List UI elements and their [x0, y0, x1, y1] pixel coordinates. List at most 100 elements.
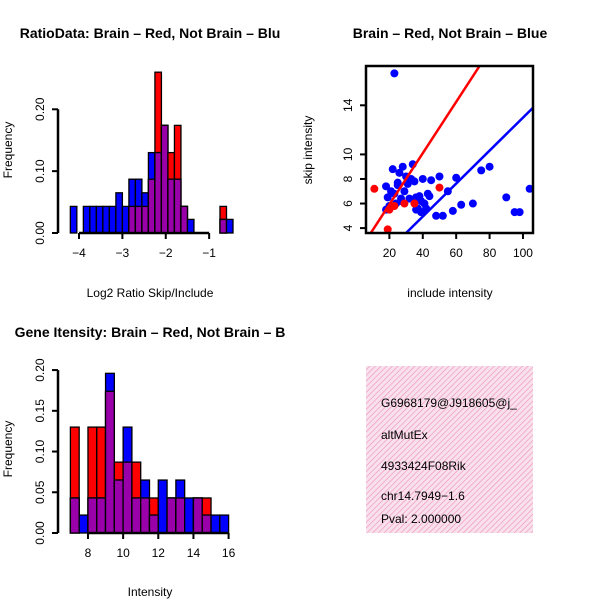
intensity-histogram-xlabel: Intensity — [128, 585, 173, 599]
ratio-histogram-axes: −4 −3 −2 −1 0.00 0.10 0.20 — [33, 97, 216, 260]
intensity-histogram-bar-overlap — [140, 497, 151, 534]
scatter-point-not-brain — [477, 166, 486, 175]
scatter-ylabel: skip intensity — [301, 116, 315, 185]
intensity-histogram-bar-overlap — [96, 497, 107, 534]
ratio-histogram-bar-not-brain — [82, 205, 91, 234]
ratio-histogram-x-tick-label: −4 — [72, 246, 86, 260]
scatter-y-tick-label: 6 — [341, 200, 355, 207]
ratio-histogram-bar-not-brain — [102, 205, 111, 234]
info-panel: G6968179@J918605@j_ altMutEx 4933424F08R… — [366, 366, 533, 533]
scatter-point-brain — [435, 183, 444, 192]
ratio-histogram-xlabel: Log2 Ratio Skip/Include — [87, 286, 214, 300]
intensity-histogram-bar-overlap — [166, 497, 177, 534]
ratio-histogram-bar-not-brain — [225, 218, 234, 234]
scatter-panel: Brain – Red, Not Brain – Blue 20 40 60 80 10… — [301, 25, 547, 300]
intensity-histogram-y-tick-label: 0.15 — [33, 399, 47, 423]
intensity-histogram-bar-overlap — [192, 497, 203, 534]
scatter-point-not-brain — [398, 162, 407, 171]
scatter-point-not-brain — [388, 165, 397, 174]
intensity-histogram-bar-overlap — [87, 497, 98, 534]
intensity-histogram-bar-not-brain — [157, 479, 168, 534]
scatter-point-not-brain — [418, 174, 427, 183]
intensity-histogram-axes: 8 10 12 14 16 0.00 0.05 0.10 0.15 0.20 — [33, 358, 236, 560]
scatter-axes: 20 40 60 80 100 4 6 8 10 14 — [341, 64, 535, 260]
scatter-frame — [364, 64, 535, 235]
scatter-point-not-brain — [452, 173, 461, 182]
scatter-point-not-brain — [438, 211, 447, 220]
scatter-point-not-brain — [400, 187, 409, 196]
ratio-histogram-bar-overlap — [160, 124, 169, 234]
info-box-hatching — [366, 366, 533, 533]
scatter-y-tick-label: 4 — [341, 224, 355, 231]
scatter-point-not-brain — [435, 172, 444, 181]
scatter-x-tick-label: 100 — [513, 246, 533, 260]
scatter-x-tick-label: 80 — [483, 246, 497, 260]
intensity-histogram-bar-overlap — [131, 497, 142, 534]
intensity-histogram-bar-overlap — [104, 390, 115, 534]
scatter-point-not-brain — [417, 197, 426, 206]
info-pval: Pval: 2.000000 — [381, 512, 461, 526]
intensity-histogram-x-tick-label: 12 — [152, 546, 166, 560]
ratio-histogram-title: RatioData: Brain – Red, Not Brain – Blu — [20, 25, 281, 41]
scatter-point-not-brain — [395, 168, 404, 177]
ratio-histogram-x-tick-label: −3 — [116, 246, 130, 260]
ratio-histogram-y-tick-label: 0.10 — [33, 159, 47, 183]
intensity-histogram-x-tick-label: 16 — [222, 546, 236, 560]
ratio-histogram-bar-not-brain — [115, 192, 124, 234]
scatter-y-tick-label: 14 — [341, 98, 355, 112]
intensity-histogram-bar-not-brain — [184, 497, 195, 534]
intensity-histogram-x-tick-label: 10 — [116, 546, 130, 560]
ratio-histogram-bar-overlap — [167, 178, 176, 234]
ratio-histogram-panel: RatioData: Brain – Red, Not Brain – Blu … — [1, 25, 280, 300]
scatter-clip-group — [369, 66, 533, 233]
scatter-point-not-brain — [448, 206, 457, 215]
ratio-histogram-bar-overlap — [173, 178, 182, 234]
scatter-point-not-brain — [432, 211, 441, 220]
intensity-histogram-bar-overlap — [148, 514, 159, 534]
ratio-histogram-bar-not-brain — [89, 205, 98, 234]
intensity-histogram-bar-not-brain — [210, 514, 221, 534]
ratio-histogram-bar-overlap — [134, 205, 143, 234]
scatter-point-not-brain — [515, 208, 524, 217]
intensity-histogram-bar-overlap — [175, 497, 186, 534]
ratio-histogram-bar-overlap — [141, 205, 150, 234]
intensity-histogram-bar-overlap — [122, 461, 133, 534]
info-location: chr14.7949−1.6 — [381, 489, 465, 503]
intensity-histogram-bars — [69, 372, 230, 534]
scatter-title: Brain – Red, Not Brain – Blue — [353, 25, 548, 41]
scatter-point-brain — [370, 184, 379, 193]
scatter-point-not-brain — [405, 194, 414, 203]
info-probe-id: G6968179@J918605@j_ — [381, 396, 517, 410]
ratio-histogram-bars — [69, 71, 234, 234]
scatter-x-tick-label: 20 — [383, 246, 397, 260]
ratio-histogram-bar-not-brain — [186, 218, 195, 234]
intensity-histogram-ylabel: Frequency — [1, 421, 15, 478]
scatter-x-tick-label: 60 — [450, 246, 464, 260]
scatter-point-not-brain — [393, 178, 402, 187]
ratio-histogram-y-tick-label: 0.00 — [33, 221, 47, 245]
scatter-point-not-brain — [383, 193, 392, 202]
scatter-point-not-brain — [485, 162, 494, 171]
intensity-histogram-y-tick-label: 0.10 — [33, 440, 47, 464]
intensity-histogram-bar-not-brain — [219, 514, 230, 534]
scatter-point-not-brain — [425, 192, 434, 201]
intensity-histogram-x-tick-label: 8 — [85, 546, 92, 560]
intensity-histogram-panel: Gene Itensity: Brain – Red, Not Brain – … — [1, 324, 285, 599]
scatter-point-not-brain — [427, 176, 436, 185]
scatter-point-brain — [410, 199, 419, 208]
ratio-histogram-bar-overlap — [128, 205, 137, 234]
scatter-y-tick-label: 10 — [341, 147, 355, 161]
scatter-point-not-brain — [390, 69, 399, 78]
scatter-x-tick-label: 40 — [416, 246, 430, 260]
scatter-plot-area — [369, 66, 533, 233]
scatter-point-not-brain — [457, 200, 466, 209]
intensity-histogram-bar-overlap — [113, 479, 124, 534]
intensity-histogram-y-tick-label: 0.20 — [33, 358, 47, 382]
ratio-histogram-ylabel: Frequency — [1, 122, 15, 179]
ratio-histogram-bar-overlap — [147, 178, 156, 234]
ratio-histogram-y-tick-label: 0.20 — [33, 97, 47, 121]
info-gene-name: 4933424F08Rik — [381, 459, 467, 473]
intensity-histogram-title: Gene Itensity: Brain – Red, Not Brain – … — [15, 324, 286, 340]
scatter-point-not-brain — [468, 199, 477, 208]
